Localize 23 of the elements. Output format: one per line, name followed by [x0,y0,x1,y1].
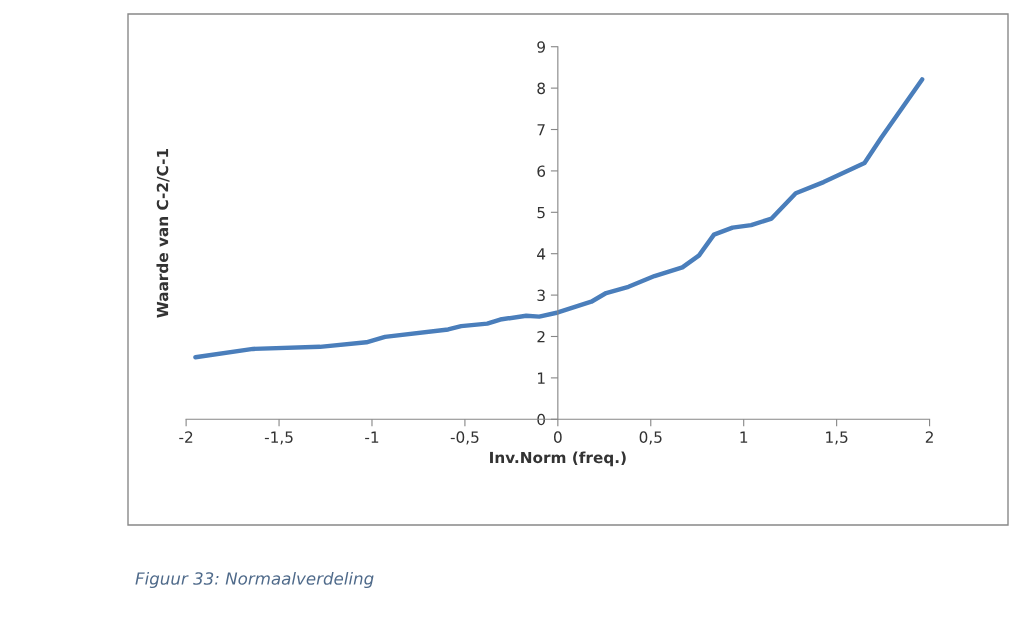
x-tick-label: -2 [179,431,193,443]
y-axis-title: Waarde van C-2/C-1 [156,148,170,318]
x-axis-title: Inv.Norm (freq.) [490,451,626,467]
y-tick-label: 2 [537,330,545,343]
x-tick-label: 0 [553,431,562,443]
x-tick-label: 1 [740,431,748,443]
text: Figuur 33: Normaalverdeling [135,571,374,589]
y-tick-label: 9 [537,41,545,53]
y-tick-label: 3 [537,289,545,302]
y-tick-label: 6 [537,165,546,177]
x-tick-label: 1,5 [826,431,848,445]
x-tick-label: -1 [365,431,379,443]
x-tick-label: 2 [925,431,933,443]
y-tick-label: 5 [537,206,545,219]
y-tick-label: 4 [537,248,546,260]
y-tick-label: 8 [537,82,545,95]
x-tick-label: -1,5 [264,431,293,445]
line-series [193,77,925,360]
x-tick-label: -0,5 [450,431,479,445]
y-tick-label: 7 [537,124,545,136]
y-tick-label: 1 [538,372,545,384]
y-tick-label: 0 [537,413,546,426]
x-tick-label: 0,5 [639,431,662,445]
